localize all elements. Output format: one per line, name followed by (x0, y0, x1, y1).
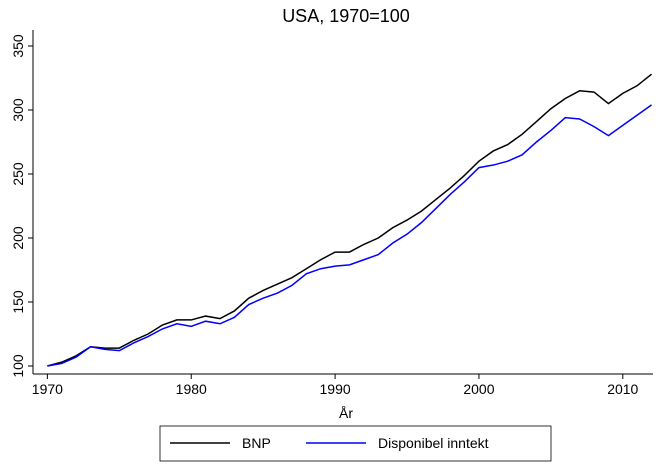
x-tick-label: 2000 (463, 381, 494, 397)
legend-label: Disponibel inntekt (378, 435, 489, 451)
y-tick-label: 350 (10, 34, 26, 58)
x-tick-label: 1980 (176, 381, 207, 397)
legend-label: BNP (242, 435, 271, 451)
series-line (47, 73, 653, 367)
y-tick-label: 250 (10, 162, 26, 186)
x-axis-label: År (339, 405, 353, 421)
x-tick-label: 1970 (32, 381, 63, 397)
x-tick-label: 2010 (607, 381, 638, 397)
series-line (47, 104, 652, 367)
y-tick-label: 200 (10, 226, 26, 250)
y-tick-label: 100 (10, 354, 26, 378)
y-tick-label: 150 (10, 290, 26, 314)
legend-box (159, 425, 552, 462)
y-tick-label: 300 (10, 98, 26, 122)
chart-title: USA, 1970=100 (282, 6, 410, 26)
x-tick-label: 1990 (320, 381, 351, 397)
